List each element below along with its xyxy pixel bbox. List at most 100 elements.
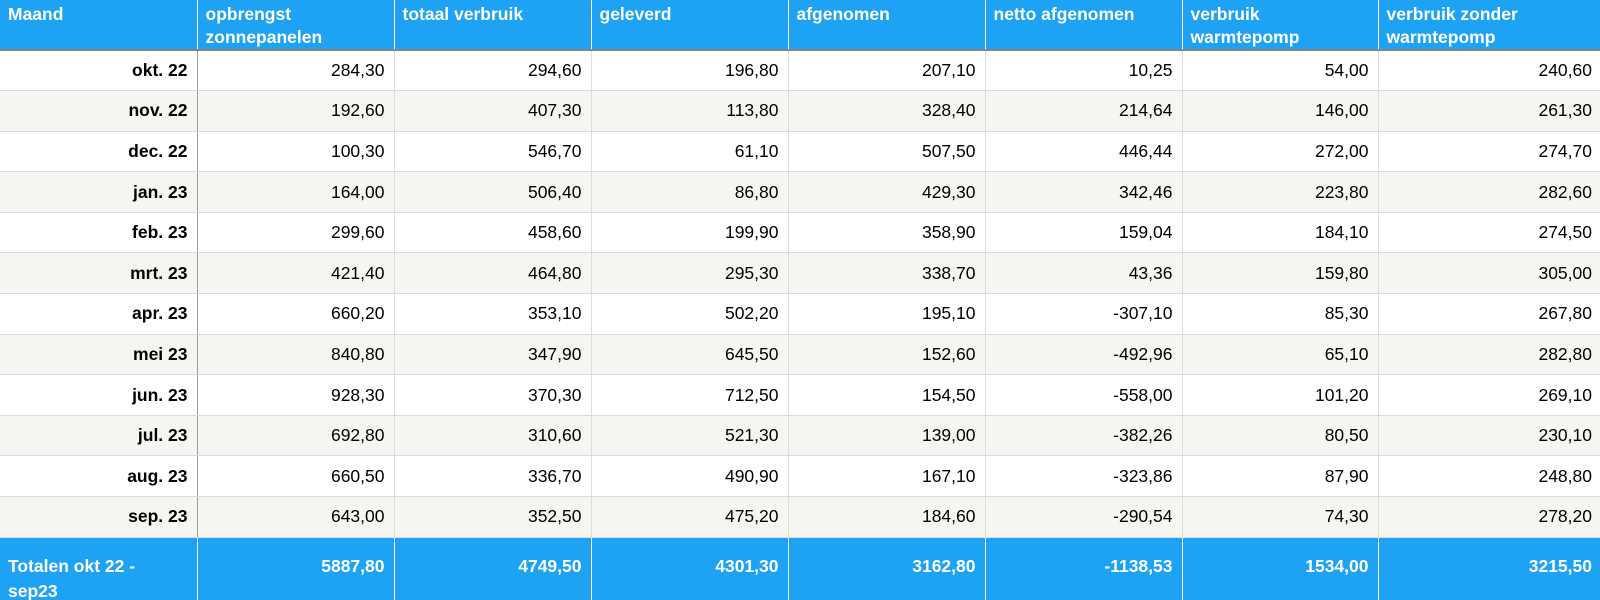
value-cell[interactable]: 274,70 — [1378, 131, 1600, 173]
value-cell[interactable]: 446,44 — [985, 131, 1183, 173]
value-cell[interactable]: 43,36 — [985, 252, 1183, 295]
month-cell[interactable]: sep. 23 — [0, 496, 198, 538]
value-cell[interactable]: 328,40 — [788, 90, 986, 132]
totals-value-cell[interactable]: 3162,80 — [788, 537, 986, 600]
value-cell[interactable]: 347,90 — [394, 334, 592, 376]
totals-value-cell[interactable]: -1138,53 — [985, 537, 1183, 600]
value-cell[interactable]: 475,20 — [591, 496, 789, 538]
value-cell[interactable]: 154,50 — [788, 374, 986, 416]
totals-value-cell[interactable]: 1534,00 — [1182, 537, 1379, 600]
value-cell[interactable]: -290,54 — [985, 496, 1183, 538]
value-cell[interactable]: 284,30 — [197, 50, 395, 92]
value-cell[interactable]: 353,10 — [394, 293, 592, 335]
value-cell[interactable]: 167,10 — [788, 455, 986, 498]
value-cell[interactable]: 240,60 — [1378, 50, 1600, 92]
month-cell[interactable]: feb. 23 — [0, 212, 198, 254]
value-cell[interactable]: 295,30 — [591, 252, 789, 295]
value-cell[interactable]: 207,10 — [788, 50, 986, 92]
value-cell[interactable]: 261,30 — [1378, 90, 1600, 132]
column-header-verbruik-zonder-warmtepomp[interactable]: verbruik zonder warmtepomp — [1378, 0, 1600, 51]
value-cell[interactable]: 192,60 — [197, 90, 395, 132]
value-cell[interactable]: 195,10 — [788, 293, 986, 335]
month-cell[interactable]: jul. 23 — [0, 415, 198, 457]
value-cell[interactable]: 338,70 — [788, 252, 986, 295]
value-cell[interactable]: 164,00 — [197, 171, 395, 213]
value-cell[interactable]: 502,20 — [591, 293, 789, 335]
value-cell[interactable]: 85,30 — [1182, 293, 1379, 335]
value-cell[interactable]: 429,30 — [788, 171, 986, 213]
value-cell[interactable]: 928,30 — [197, 374, 395, 416]
month-cell[interactable]: aug. 23 — [0, 455, 198, 498]
column-header-netto-afgenomen[interactable]: netto afgenomen — [985, 0, 1183, 51]
value-cell[interactable]: 267,80 — [1378, 293, 1600, 335]
value-cell[interactable]: 248,80 — [1378, 455, 1600, 498]
value-cell[interactable]: -323,86 — [985, 455, 1183, 498]
column-header-verbruik-warmtepomp[interactable]: verbruik warmtepomp — [1182, 0, 1379, 51]
value-cell[interactable]: 100,30 — [197, 131, 395, 173]
value-cell[interactable]: 278,20 — [1378, 496, 1600, 538]
value-cell[interactable]: -382,26 — [985, 415, 1183, 457]
value-cell[interactable]: 546,70 — [394, 131, 592, 173]
value-cell[interactable]: 230,10 — [1378, 415, 1600, 457]
value-cell[interactable]: 299,60 — [197, 212, 395, 254]
value-cell[interactable]: 490,90 — [591, 455, 789, 498]
value-cell[interactable]: -307,10 — [985, 293, 1183, 335]
value-cell[interactable]: -492,96 — [985, 334, 1183, 376]
value-cell[interactable]: 152,60 — [788, 334, 986, 376]
value-cell[interactable]: 146,00 — [1182, 90, 1379, 132]
value-cell[interactable]: 101,20 — [1182, 374, 1379, 416]
value-cell[interactable]: 159,80 — [1182, 252, 1379, 295]
month-cell[interactable]: mei 23 — [0, 334, 198, 376]
column-header-maand[interactable]: Maand — [0, 0, 198, 51]
month-cell[interactable]: nov. 22 — [0, 90, 198, 132]
value-cell[interactable]: 643,00 — [197, 496, 395, 538]
column-header-afgenomen[interactable]: afgenomen — [788, 0, 986, 51]
month-cell[interactable]: jan. 23 — [0, 171, 198, 213]
value-cell[interactable]: 282,80 — [1378, 334, 1600, 376]
value-cell[interactable]: 310,60 — [394, 415, 592, 457]
value-cell[interactable]: 294,60 — [394, 50, 592, 92]
value-cell[interactable]: 139,00 — [788, 415, 986, 457]
value-cell[interactable]: 506,40 — [394, 171, 592, 213]
month-cell[interactable]: dec. 22 — [0, 131, 198, 173]
value-cell[interactable]: 336,70 — [394, 455, 592, 498]
value-cell[interactable]: 342,46 — [985, 171, 1183, 213]
value-cell[interactable]: 305,00 — [1378, 252, 1600, 295]
totals-value-cell[interactable]: 4749,50 — [394, 537, 592, 600]
month-cell[interactable]: okt. 22 — [0, 50, 198, 92]
value-cell[interactable]: 80,50 — [1182, 415, 1379, 457]
value-cell[interactable]: 86,80 — [591, 171, 789, 213]
value-cell[interactable]: 282,60 — [1378, 171, 1600, 213]
value-cell[interactable]: 507,50 — [788, 131, 986, 173]
value-cell[interactable]: 274,50 — [1378, 212, 1600, 254]
month-cell[interactable]: mrt. 23 — [0, 252, 198, 295]
value-cell[interactable]: 660,50 — [197, 455, 395, 498]
month-cell[interactable]: jun. 23 — [0, 374, 198, 416]
value-cell[interactable]: 223,80 — [1182, 171, 1379, 213]
value-cell[interactable]: 214,64 — [985, 90, 1183, 132]
totals-value-cell[interactable]: 4301,30 — [591, 537, 789, 600]
value-cell[interactable]: 87,90 — [1182, 455, 1379, 498]
value-cell[interactable]: 61,10 — [591, 131, 789, 173]
column-header-opbrengst-zonnepanelen[interactable]: opbrengst zonnepanelen — [197, 0, 395, 51]
value-cell[interactable]: 199,90 — [591, 212, 789, 254]
value-cell[interactable]: 184,10 — [1182, 212, 1379, 254]
value-cell[interactable]: 196,80 — [591, 50, 789, 92]
value-cell[interactable]: 74,30 — [1182, 496, 1379, 538]
value-cell[interactable]: 645,50 — [591, 334, 789, 376]
totals-value-cell[interactable]: 5887,80 — [197, 537, 395, 600]
value-cell[interactable]: 272,00 — [1182, 131, 1379, 173]
value-cell[interactable]: 421,40 — [197, 252, 395, 295]
value-cell[interactable]: 352,50 — [394, 496, 592, 538]
value-cell[interactable]: 407,30 — [394, 90, 592, 132]
value-cell[interactable]: 712,50 — [591, 374, 789, 416]
column-header-totaal-verbruik[interactable]: totaal verbruik — [394, 0, 592, 51]
value-cell[interactable]: 113,80 — [591, 90, 789, 132]
value-cell[interactable]: 840,80 — [197, 334, 395, 376]
totals-value-cell[interactable]: 3215,50 — [1378, 537, 1600, 600]
value-cell[interactable]: 358,90 — [788, 212, 986, 254]
month-cell[interactable]: apr. 23 — [0, 293, 198, 335]
value-cell[interactable]: -558,00 — [985, 374, 1183, 416]
value-cell[interactable]: 269,10 — [1378, 374, 1600, 416]
value-cell[interactable]: 521,30 — [591, 415, 789, 457]
